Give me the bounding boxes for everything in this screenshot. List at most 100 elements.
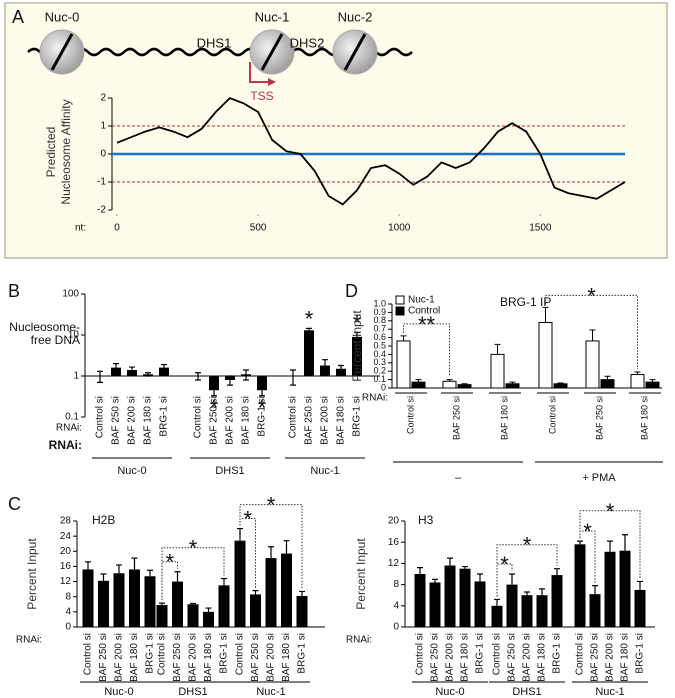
y-tick-label: 0.8	[373, 315, 386, 325]
y-tick-label: 8	[393, 579, 399, 590]
y-tick-label: 1	[100, 121, 106, 132]
bar	[209, 376, 219, 391]
bar	[257, 376, 267, 391]
error-bar	[145, 372, 151, 377]
panel-label: A	[12, 7, 24, 27]
y-tick-label: 16	[60, 561, 72, 572]
x-tick-label: Control si	[492, 633, 503, 675]
panel-label: C	[8, 494, 21, 514]
y-tick-label: 0.4	[373, 349, 386, 359]
x-tick-label: BRG-1 si	[297, 633, 308, 674]
rnai-label: RNAi:	[16, 635, 42, 646]
x-tick-label: Control si	[547, 396, 557, 434]
significance-label: *	[523, 533, 532, 558]
x-tick-label: BAF 180 si	[129, 633, 140, 682]
y-tick-label: 10	[68, 330, 80, 341]
y-axis-label: Nucleosome-	[9, 320, 80, 334]
x-tick-label: Control si	[83, 633, 94, 675]
group-label: DHS1	[215, 465, 244, 477]
error-bar	[268, 546, 274, 559]
x-prefix: nt:	[75, 223, 86, 234]
group-label: DHS1	[512, 686, 541, 698]
x-tick-label: Control si	[193, 396, 204, 438]
bar	[630, 374, 645, 389]
x-tick-label: BRG-1 si	[159, 396, 170, 437]
error-bar	[494, 343, 501, 355]
bar	[281, 553, 292, 627]
error-bar	[306, 327, 312, 334]
x-tick-label: BAF 200 si	[320, 396, 331, 445]
error-bar	[161, 363, 167, 372]
y-tick-label: 0.6	[373, 332, 386, 342]
bar	[585, 340, 600, 389]
bar	[129, 569, 140, 627]
x-tick-label: Control si	[95, 396, 106, 438]
bar	[604, 551, 616, 627]
significance-label: *	[165, 550, 174, 575]
y-tick-label: 28	[60, 516, 72, 527]
tss-label: TSS	[250, 89, 273, 103]
error-bar	[322, 359, 328, 375]
error-bar	[417, 567, 423, 574]
x-tick-label: BAF 250 si	[98, 633, 109, 682]
bar	[538, 321, 553, 389]
y-tick-label: 0.2	[373, 366, 386, 376]
significance-label: *	[210, 396, 219, 421]
significance-bracket	[579, 510, 641, 579]
bar	[600, 379, 615, 389]
x-tick-label: BAF 250 si	[451, 396, 461, 440]
y-tick-label: 2	[100, 93, 106, 104]
bar	[589, 594, 601, 627]
group-label: Nuc-0	[117, 465, 146, 477]
x-tick-label: BAF 200 si	[225, 396, 236, 445]
error-bar	[243, 369, 249, 381]
chart-title: BRG-1 IP	[500, 295, 551, 309]
x-tick-label: Control si	[288, 396, 299, 438]
rnai-label: RNAi:	[49, 438, 82, 452]
x-tick-label: Control si	[575, 633, 586, 675]
x-tick-label: BAF 200 si	[188, 633, 199, 682]
bar	[304, 330, 314, 376]
x-tick-label: BAF 200 si	[266, 633, 277, 682]
x-tick-label: BAF 200 si	[445, 633, 456, 682]
error-bar	[85, 561, 91, 570]
panel-label: B	[8, 281, 20, 301]
x-tick-label: BAF 180 si	[336, 396, 347, 445]
group-label: Nuc-0	[104, 686, 133, 698]
y-tick-label: 16	[388, 537, 400, 548]
error-bar	[159, 602, 165, 606]
significance-bracket	[496, 544, 558, 597]
y-tick-label: 0.9	[373, 307, 386, 317]
x-tick-label: BAF 180 si	[143, 396, 154, 445]
error-bar	[542, 306, 549, 323]
error-bar	[131, 557, 138, 570]
x-tick-label: BAF 250 si	[594, 396, 604, 440]
error-bar	[252, 590, 259, 595]
group-label: DHS1	[178, 686, 207, 698]
error-bar	[447, 557, 453, 566]
error-bar	[227, 375, 233, 386]
bar	[491, 605, 503, 627]
x-tick-label: BRG-1 si	[635, 633, 646, 674]
bar	[411, 381, 426, 389]
error-bar	[147, 569, 153, 577]
bar	[521, 595, 533, 627]
group-label: + PMA	[582, 472, 616, 484]
error-bar	[113, 363, 119, 374]
error-bar	[205, 607, 212, 612]
error-bar	[589, 329, 596, 341]
bar	[553, 383, 568, 389]
x-tick-label: BAF 250 si	[304, 396, 315, 445]
bar	[396, 340, 411, 389]
y-tick-label: 8	[65, 591, 71, 602]
significance-label: *	[587, 283, 596, 308]
y-tick-label: 24	[60, 531, 72, 542]
error-bar	[577, 540, 583, 545]
error-bar	[116, 564, 122, 574]
x-tick-label: Control si	[415, 633, 426, 675]
bar	[457, 384, 472, 389]
error-bar	[432, 578, 438, 583]
y-tick-label: 0.3	[373, 357, 386, 367]
